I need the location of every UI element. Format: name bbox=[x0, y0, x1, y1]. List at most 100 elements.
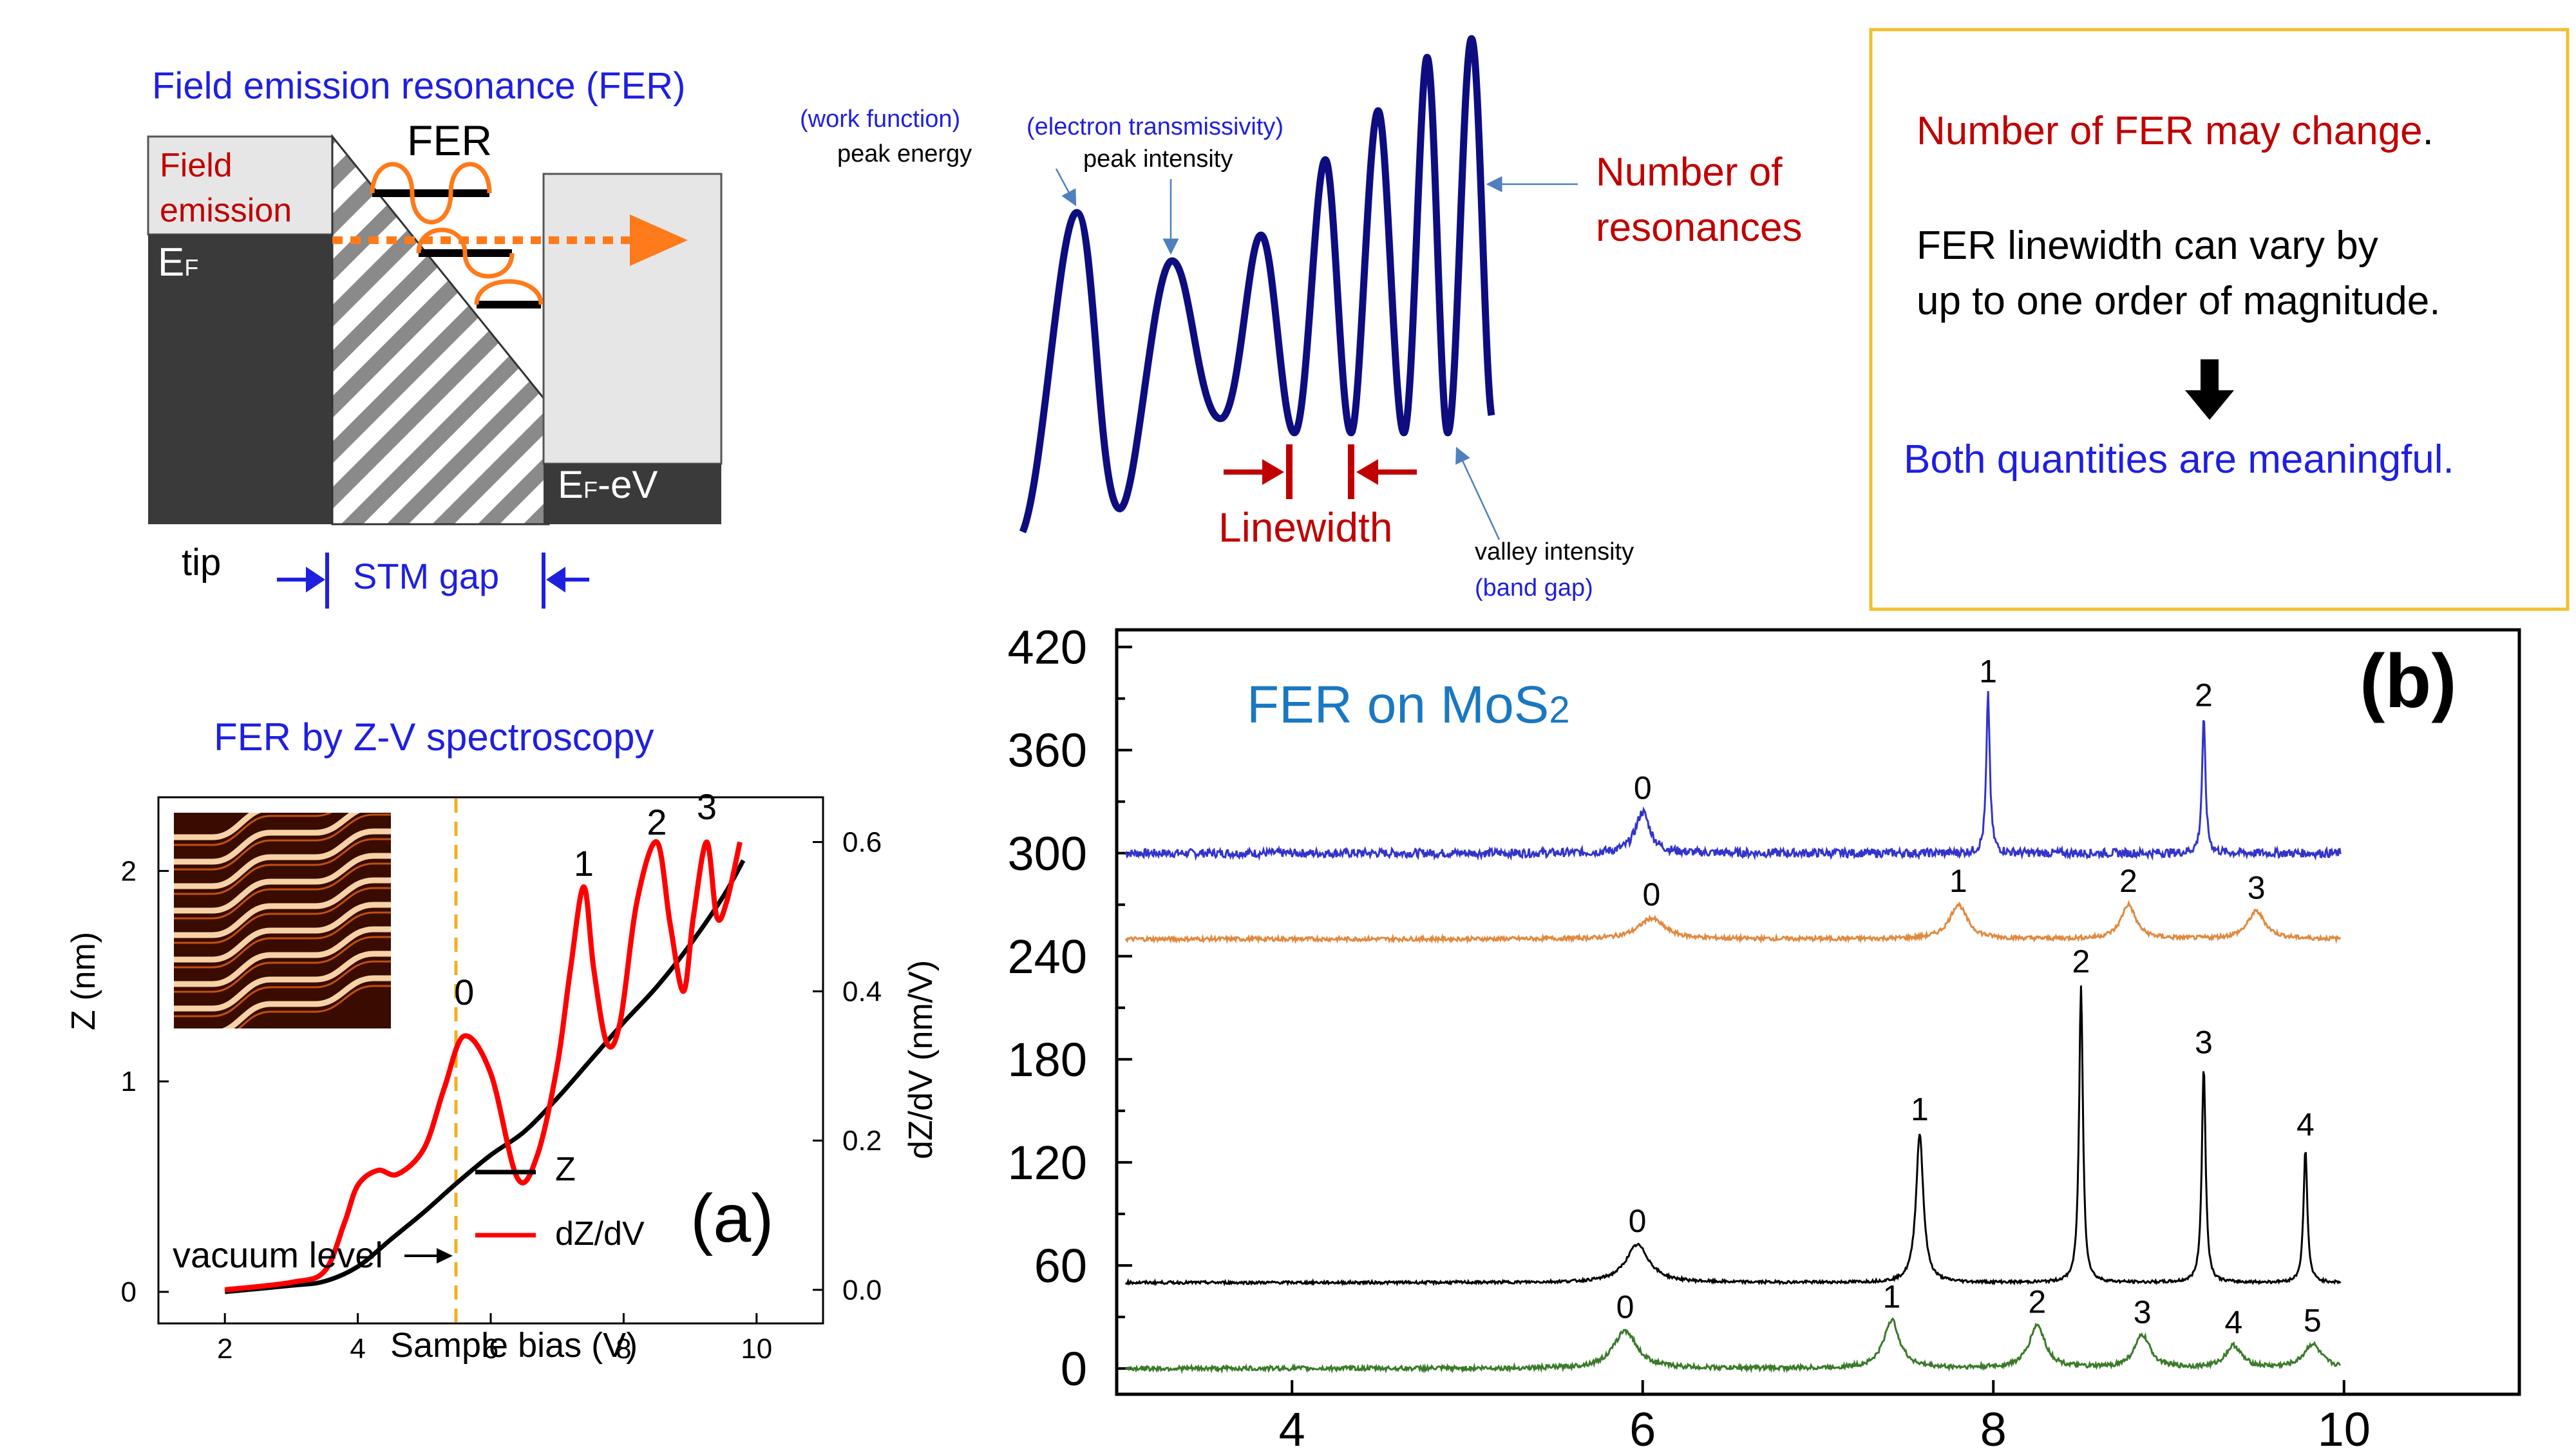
terrace-edge bbox=[174, 813, 391, 871]
panel-a-title: FER by Z-V spectroscopy bbox=[214, 715, 654, 759]
y-right-tick-label: 0.4 bbox=[842, 976, 882, 1007]
peak-label: 2 bbox=[2195, 677, 2213, 714]
legend-z-label: Z bbox=[555, 1151, 576, 1188]
band-diagram-title: Field emission resonance (FER) bbox=[152, 65, 686, 107]
note-line-1: Number of FER may change. bbox=[1917, 108, 2434, 154]
peak-label: 3 bbox=[2248, 869, 2266, 905]
terrace-edge bbox=[174, 813, 333, 846]
panel-b-title-sub: 2 bbox=[1549, 689, 1570, 731]
work-function-label: (work function) bbox=[800, 106, 961, 133]
panel-a-ylabel-left: Z (nm) bbox=[65, 931, 102, 1030]
terrace-step bbox=[174, 951, 391, 1012]
peak-label: 1 bbox=[1882, 1278, 1900, 1314]
band-diagram bbox=[147, 133, 723, 609]
ef-label: EF bbox=[158, 240, 198, 285]
ef-minus-ev-sub: F bbox=[583, 477, 598, 503]
peak-label: 2 bbox=[2028, 1283, 2046, 1320]
field-emission-region bbox=[147, 135, 334, 236]
linewidth-arrow-right-icon bbox=[1262, 459, 1284, 485]
gap-arrow-left-icon bbox=[546, 567, 565, 592]
ef-minus-ev-label: EF-eV bbox=[558, 462, 658, 507]
terrace-edge bbox=[174, 911, 391, 969]
peak-label: 3 bbox=[2134, 1294, 2152, 1330]
peak-label: 3 bbox=[697, 786, 717, 827]
y-tick-label: 120 bbox=[1008, 1136, 1087, 1189]
tip-fermi-block bbox=[148, 234, 332, 524]
field-emission-label: Field emission bbox=[160, 147, 292, 229]
terrace-step bbox=[174, 902, 391, 963]
peak-label: 1 bbox=[1979, 653, 1997, 689]
stm-gap-label: STM gap bbox=[353, 556, 500, 596]
y-tick-label: 360 bbox=[1008, 724, 1087, 777]
spectrum-line bbox=[1124, 985, 2342, 1287]
vacuum-arrow-icon bbox=[437, 1248, 453, 1264]
valley-intensity-label: valley intensity bbox=[1475, 538, 1634, 565]
terrace-step bbox=[174, 828, 391, 889]
y-tick-label: 0 bbox=[1061, 1342, 1087, 1396]
x-tick-label: 2 bbox=[217, 1333, 232, 1365]
spectrum-line bbox=[1124, 900, 2342, 945]
peak-label: 4 bbox=[2224, 1304, 2242, 1340]
resonance-curve bbox=[1019, 35, 1495, 534]
x-tick-label: 10 bbox=[741, 1333, 772, 1365]
panel-b-frame bbox=[1115, 628, 2521, 1396]
terrace-edge bbox=[174, 960, 391, 1018]
panel-a-ylabel-right: dZ/dV (nm/V) bbox=[902, 960, 940, 1159]
peak-label: 0 bbox=[1634, 770, 1652, 806]
terrace-step bbox=[174, 813, 261, 840]
number-of-resonances-line1: Number of bbox=[1596, 150, 1783, 194]
panel-a-letter: (a) bbox=[690, 1180, 774, 1256]
note-line-2: FER linewidth can vary by bbox=[1917, 223, 2378, 268]
x-tick-label: 8 bbox=[1980, 1403, 2007, 1449]
spectrum-line bbox=[1124, 691, 2342, 862]
y-tick-label: 420 bbox=[1008, 621, 1087, 674]
legend-dzdv-label: dZ/dV bbox=[555, 1215, 645, 1253]
note-line-1-text: Number of FER may change bbox=[1917, 109, 2423, 153]
panel-b-title-main: FER on MoS bbox=[1247, 676, 1549, 734]
terrace-step bbox=[174, 813, 361, 865]
y-tick-label: 300 bbox=[1008, 827, 1087, 880]
tip-label: tip bbox=[182, 542, 222, 583]
peak-label: 1 bbox=[574, 843, 594, 884]
terrace-step bbox=[174, 926, 391, 987]
y-tick-label: 180 bbox=[1008, 1033, 1087, 1086]
note-line-4: Both quantities are meaningful. bbox=[1904, 437, 2454, 482]
fer-wavefunction-icon bbox=[416, 227, 515, 279]
dzdv-curve bbox=[224, 839, 743, 1293]
peak-label: 4 bbox=[2297, 1107, 2315, 1143]
ef-label-sub: F bbox=[184, 254, 199, 281]
terrace-edge bbox=[174, 887, 391, 944]
linewidth-arrow-left-icon bbox=[1356, 459, 1378, 485]
peak-label: 0 bbox=[1642, 876, 1660, 913]
ef-minus-ev-rest: -eV bbox=[598, 463, 658, 506]
panel-a-xlabel: Sample bias (V) bbox=[390, 1326, 638, 1365]
panel-b-title: FER on MoS2 bbox=[1247, 675, 1570, 735]
x-tick-label: 4 bbox=[350, 1333, 365, 1365]
note-line-3: up to one order of magnitude. bbox=[1917, 279, 2441, 323]
fer-label: FER bbox=[407, 117, 492, 164]
terrace-edge bbox=[174, 862, 391, 920]
peak-label: 2 bbox=[647, 802, 667, 842]
peak-intensity-label: peak intensity bbox=[1083, 146, 1233, 173]
y-left-tick-label: 0 bbox=[121, 1276, 137, 1308]
peak-label: 3 bbox=[2195, 1025, 2213, 1061]
y-right-tick-label: 0.0 bbox=[842, 1274, 882, 1306]
x-tick-label: 4 bbox=[1279, 1403, 1305, 1449]
y-left-tick-label: 2 bbox=[121, 855, 137, 887]
y-tick-label: 240 bbox=[1008, 930, 1087, 983]
x-tick-label: 6 bbox=[483, 1333, 498, 1365]
peak-label: 5 bbox=[2304, 1303, 2322, 1339]
panel-b-letter: (b) bbox=[2360, 639, 2457, 724]
fer-wavefunction-icon bbox=[474, 279, 544, 305]
peak-label: 0 bbox=[454, 972, 474, 1012]
gap-arrow-right-icon bbox=[306, 567, 325, 592]
ef-minus-ev-e: E bbox=[558, 463, 584, 506]
note-line-1-period: . bbox=[2422, 109, 2434, 153]
peak-energy-label: peak energy bbox=[837, 140, 972, 167]
y-right-tick-label: 0.2 bbox=[842, 1125, 882, 1157]
x-tick-label: 6 bbox=[1629, 1403, 1656, 1449]
x-tick-label: 10 bbox=[2318, 1403, 2371, 1449]
